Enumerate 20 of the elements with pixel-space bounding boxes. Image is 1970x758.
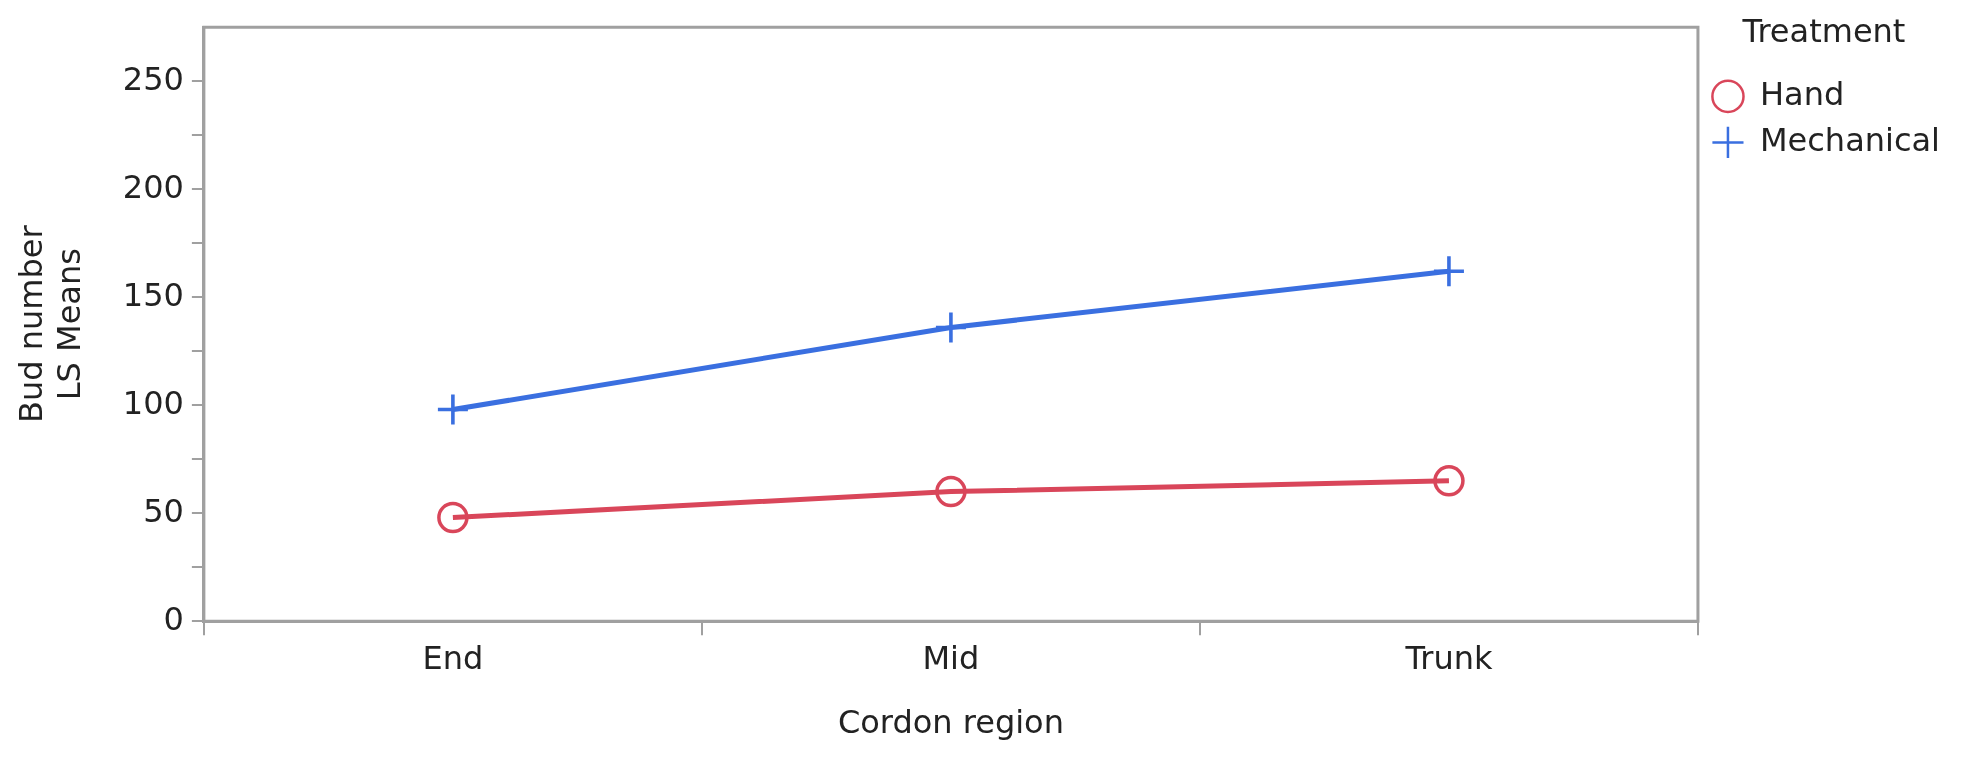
y-tick-label: 200 <box>122 167 184 206</box>
y-tick-label: 50 <box>143 491 184 530</box>
legend-title: Treatment <box>1741 12 1906 51</box>
point <box>437 394 468 425</box>
legend-label: Hand <box>1759 74 1845 113</box>
y-tick-label: 0 <box>163 599 184 638</box>
point <box>1433 256 1464 287</box>
x-tick-label: Mid <box>922 638 980 677</box>
y-tick-label: 250 <box>122 59 184 98</box>
point <box>935 475 967 508</box>
x-tick-label: End <box>422 638 484 677</box>
x-tick-label: Trunk <box>1404 638 1493 677</box>
legend-label: Mechanical <box>1759 120 1940 159</box>
y-axis-title: Bud number LS Means <box>11 224 88 423</box>
y-tick-label: 100 <box>122 383 184 422</box>
point <box>935 312 966 343</box>
point <box>437 501 469 534</box>
y-tick-label: 150 <box>122 275 184 314</box>
point <box>1433 465 1465 497</box>
x-axis-title: Cordon region <box>837 703 1064 742</box>
